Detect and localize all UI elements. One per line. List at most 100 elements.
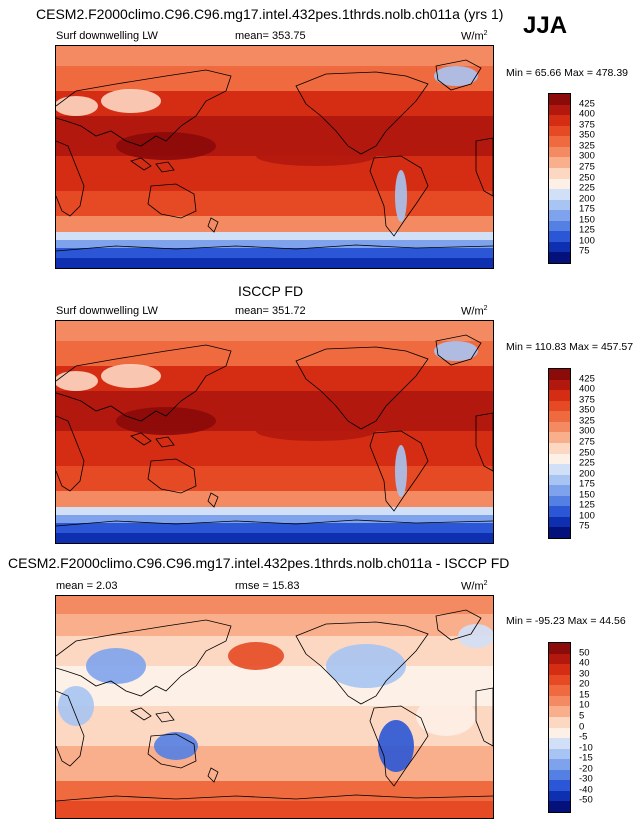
- colorbar-swatch: [549, 252, 570, 263]
- colorbar-swatch: [549, 643, 570, 654]
- colorbar-swatch: [549, 516, 570, 528]
- colorbar-tick-label: 100: [579, 235, 595, 247]
- colorbar-tick-label: 425: [579, 373, 595, 385]
- colorbar-swatch: [549, 94, 570, 105]
- colorbar-tick-label: 300: [579, 425, 595, 437]
- colorbar-tick-label: 15: [579, 689, 590, 701]
- colorbar-tick-label: 300: [579, 150, 595, 162]
- colorbar-swatch: [549, 189, 570, 200]
- colorbar-swatch: [549, 115, 570, 126]
- colorbar-swatch: [549, 210, 570, 221]
- colorbar-tick-label: 225: [579, 182, 595, 194]
- colorbar-tick-label: -15: [579, 752, 593, 764]
- colorbar-swatch: [549, 464, 570, 475]
- panel2-units: W/m2: [461, 305, 488, 318]
- colorbar-tick-label: 175: [579, 478, 595, 490]
- panel1-map: [55, 45, 494, 269]
- colorbar-tick-label: 225: [579, 457, 595, 469]
- colorbar-tick-label: 20: [579, 678, 590, 690]
- colorbar-tick-label: 275: [579, 161, 595, 173]
- colorbar-swatch: [549, 653, 570, 665]
- colorbar-tick-label: 250: [579, 447, 595, 458]
- colorbar-swatch: [549, 231, 570, 242]
- colorbar-swatch: [549, 727, 570, 739]
- colorbar-tick-label: 325: [579, 140, 595, 152]
- panel3-colorbar: [548, 642, 571, 813]
- colorbar-tick-label: 325: [579, 415, 595, 427]
- colorbar-tick-label: 75: [579, 245, 590, 257]
- panel2-minmax: Min = 110.83 Max = 457.57: [506, 341, 634, 353]
- panel1-variable: Surf downwelling LW: [56, 30, 158, 42]
- colorbar-tick-label: -50: [579, 794, 593, 806]
- colorbar-swatch: [549, 104, 570, 116]
- colorbar-tick-label: 10: [579, 699, 590, 711]
- colorbar-tick-label: 125: [579, 224, 595, 236]
- colorbar-tick-label: 275: [579, 436, 595, 448]
- colorbar-tick-label: 30: [579, 668, 590, 680]
- colorbar-swatch: [549, 136, 570, 147]
- colorbar-swatch: [549, 506, 570, 517]
- panel3-mean: mean = 2.03: [56, 580, 118, 592]
- colorbar-swatch: [549, 474, 570, 486]
- colorbar-swatch: [549, 146, 570, 158]
- colorbar-swatch: [549, 769, 570, 781]
- colorbar-swatch: [549, 716, 570, 728]
- panel3-colorbar-ticks: 50 40 30 20 15 10 5 0 -5 -10 -15 -20 -30 -40 -50: [579, 642, 619, 813]
- colorbar-swatch: [549, 748, 570, 760]
- colorbar-tick-label: 75: [579, 520, 590, 532]
- panel1-colorbar-ticks: 425 400 375 350 325 300 275 250 225 200 175 150 125 1…: [579, 93, 619, 264]
- colorbar-swatch: [549, 199, 570, 211]
- panel1-minmax: Min = 65.66 Max = 478.39: [506, 67, 628, 79]
- colorbar-tick-label: 150: [579, 214, 595, 226]
- colorbar-tick-label: -5: [579, 731, 588, 743]
- panel3-rmse: rmse = 15.83: [235, 580, 300, 592]
- colorbar-swatch: [549, 178, 570, 190]
- colorbar-tick-label: 100: [579, 510, 595, 522]
- colorbar-swatch: [549, 241, 570, 253]
- colorbar-swatch: [549, 664, 570, 675]
- colorbar-swatch: [549, 157, 570, 168]
- colorbar-tick-label: 400: [579, 383, 595, 395]
- panel2-colorbar-ticks: 425 400 375 350 325 300 275 250 225 200 175 150 125 1…: [579, 368, 619, 539]
- colorbar-swatch: [549, 695, 570, 707]
- colorbar-tick-label: 400: [579, 108, 595, 120]
- colorbar-swatch: [549, 527, 570, 538]
- colorbar-swatch: [549, 706, 570, 717]
- panel2-mean: mean= 351.72: [235, 305, 306, 317]
- colorbar-swatch: [549, 421, 570, 433]
- colorbar-tick-label: -40: [579, 784, 593, 796]
- colorbar-tick-label: 375: [579, 394, 595, 406]
- colorbar-tick-label: 125: [579, 499, 595, 511]
- colorbar-tick-label: -10: [579, 742, 593, 754]
- colorbar-swatch: [549, 411, 570, 422]
- panel2-map: [55, 320, 494, 544]
- panel3-units: W/m2: [461, 580, 488, 593]
- panel1-title: CESM2.F2000climo.C96.C96.mg17.intel.432p…: [36, 6, 504, 22]
- colorbar-tick-label: 350: [579, 129, 595, 141]
- panel2-variable: Surf downwelling LW: [56, 305, 158, 317]
- colorbar-swatch: [549, 485, 570, 496]
- panel3-map: [55, 595, 494, 819]
- colorbar-swatch: [549, 167, 570, 179]
- colorbar-swatch: [549, 495, 570, 507]
- colorbar-swatch: [549, 790, 570, 802]
- colorbar-swatch: [549, 442, 570, 454]
- colorbar-tick-label: 5: [579, 710, 585, 722]
- colorbar-tick-label: 150: [579, 489, 595, 501]
- colorbar-tick-label: 40: [579, 657, 590, 669]
- panel1-colorbar: [548, 93, 571, 264]
- colorbar-tick-label: 200: [579, 468, 595, 480]
- panel2-colorbar: [548, 368, 571, 539]
- colorbar-swatch: [549, 801, 570, 812]
- colorbar-swatch: [549, 432, 570, 443]
- colorbar-tick-label: 175: [579, 203, 595, 215]
- panel2-title: ISCCP FD: [238, 283, 304, 299]
- colorbar-swatch: [549, 400, 570, 412]
- panel3-minmax: Min = -95.23 Max = 44.56: [506, 615, 626, 627]
- colorbar-swatch: [549, 220, 570, 232]
- colorbar-tick-label: 50: [579, 647, 590, 659]
- colorbar-tick-label: -30: [579, 773, 593, 785]
- season-label: JJA: [523, 12, 568, 39]
- colorbar-swatch: [549, 759, 570, 770]
- colorbar-tick-label: 425: [579, 98, 595, 110]
